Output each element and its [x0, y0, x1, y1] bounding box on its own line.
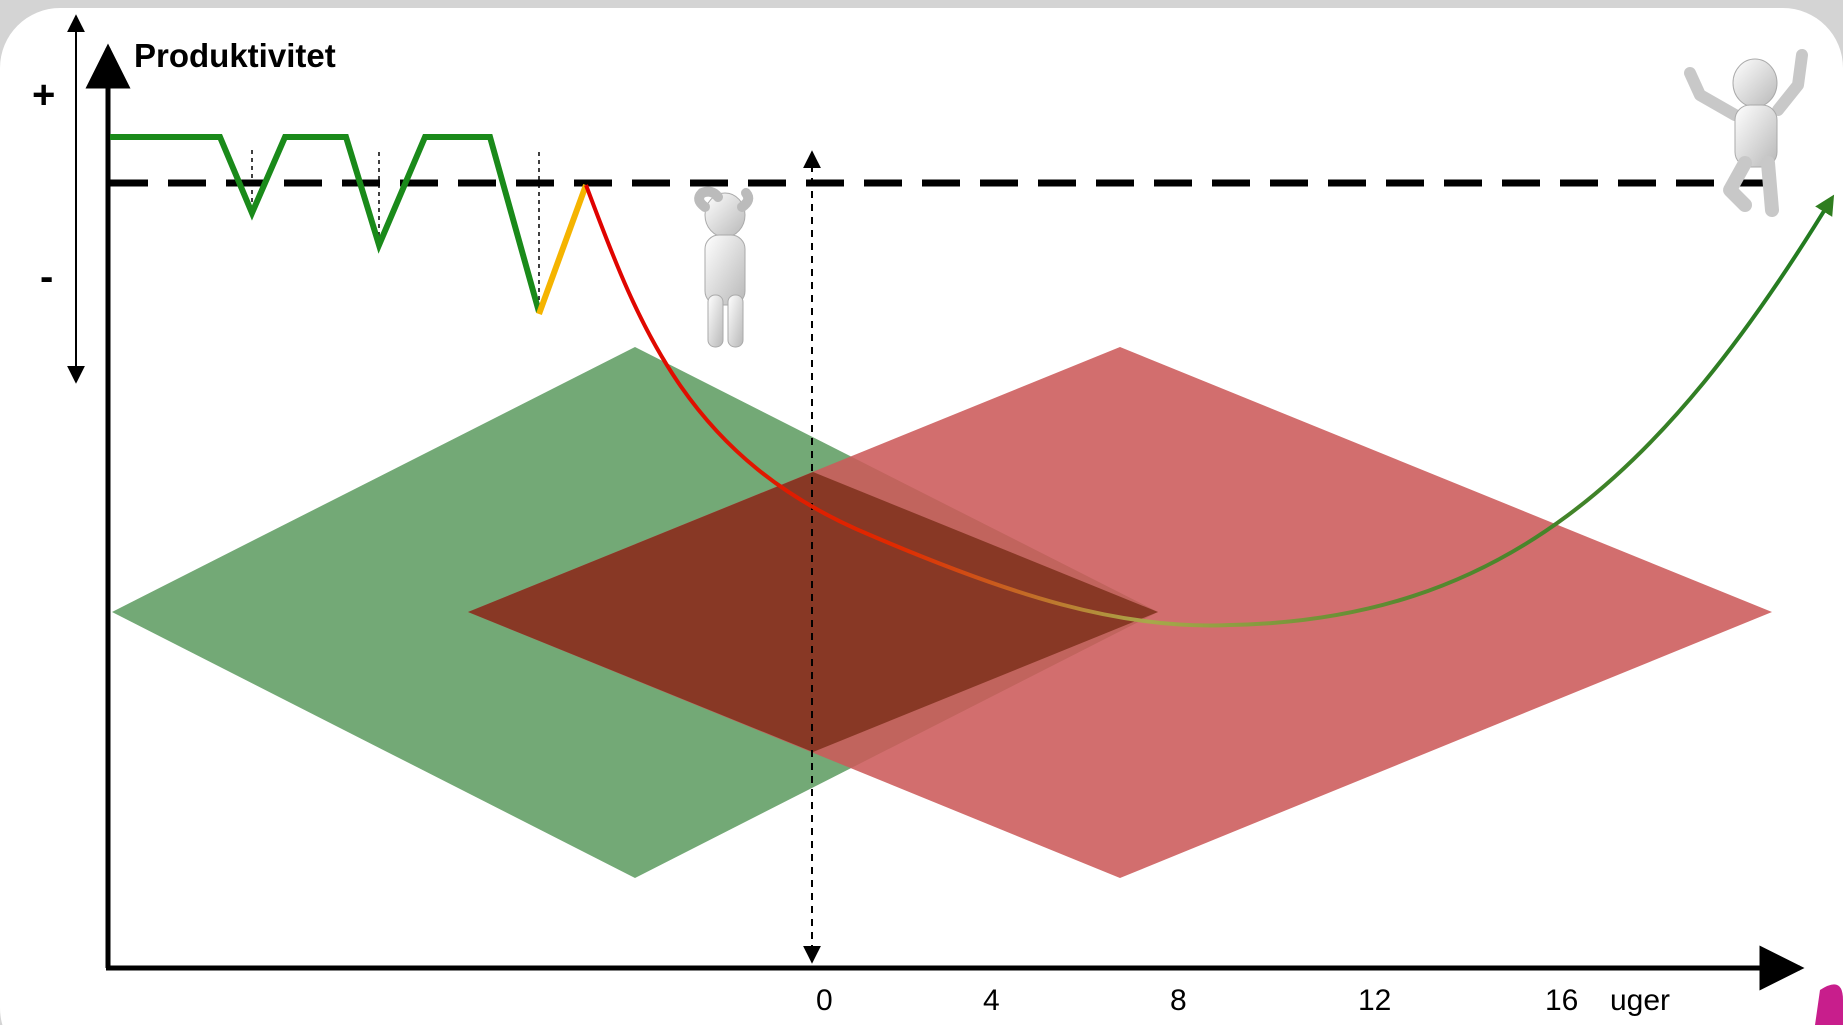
- x-tick-label: 12: [1358, 984, 1391, 1017]
- productivity-curve: [584, 184, 1835, 628]
- warning-segment: [536, 183, 589, 316]
- x-tick-label: 4: [983, 984, 1000, 1017]
- productivity-line: [110, 134, 542, 313]
- y-axis-label: Produktivitet: [134, 37, 336, 74]
- confused-person-icon: [694, 186, 754, 348]
- x-tick-label: 0: [816, 984, 833, 1017]
- x-tick-label: 16: [1545, 984, 1578, 1017]
- scale-plus-label: +: [32, 73, 55, 117]
- x-tick-labels: 0 4 8 12 16: [816, 984, 1578, 1017]
- x-unit-label: uger: [1610, 984, 1670, 1017]
- scale-minus-label: -: [40, 255, 53, 299]
- corner-accent: [1815, 984, 1843, 1025]
- cheering-person-icon: [1684, 49, 1808, 217]
- x-tick-label: 8: [1170, 984, 1187, 1017]
